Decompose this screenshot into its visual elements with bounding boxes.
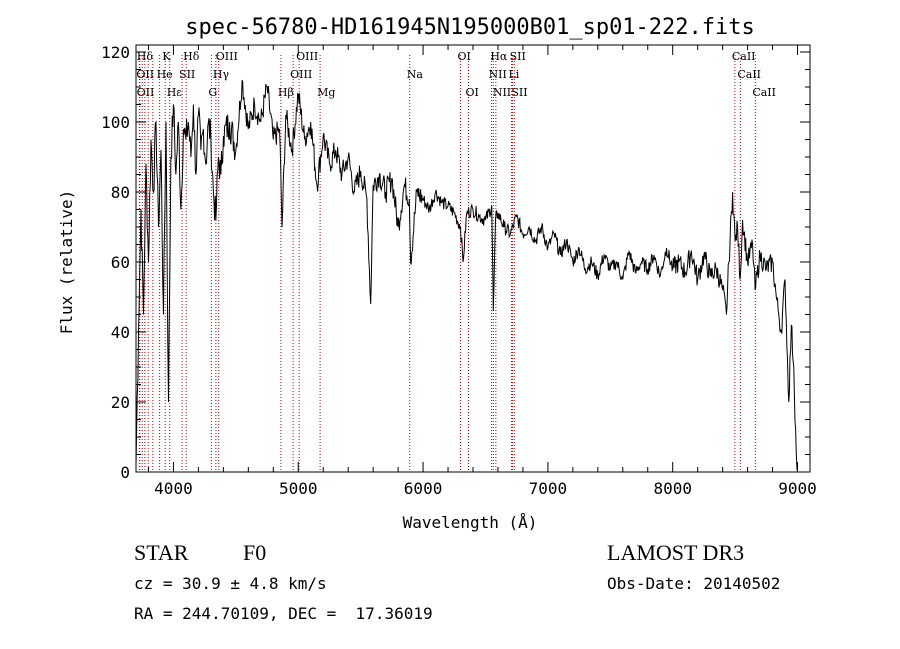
line-label: Hδ	[137, 50, 154, 63]
line-label: G	[208, 86, 217, 99]
y-tick-label: 80	[111, 183, 130, 202]
line-label: OIII	[290, 68, 312, 81]
line-label: He	[157, 68, 173, 81]
y-tick-label: 20	[111, 393, 130, 412]
line-label: Hε	[167, 86, 183, 99]
y-tick-label: 40	[111, 323, 130, 342]
x-axis-ticks: 4000 5000 6000 7000 8000 9000	[147, 45, 817, 498]
line-label: OII	[136, 68, 154, 81]
line-label: Hα	[490, 50, 508, 63]
line-label: SII	[179, 68, 195, 81]
line-label: CaII	[737, 68, 761, 81]
object-subclass: F0	[243, 540, 267, 565]
line-label: Mg	[317, 86, 335, 99]
line-label: CaII	[732, 50, 756, 63]
y-axis-ticks: 0 20 40 60 80 100 120	[101, 43, 810, 482]
y-tick-label: 120	[101, 43, 130, 62]
y-tick-label: 100	[101, 113, 130, 132]
y-tick-label: 0	[120, 463, 130, 482]
observation-date: Obs-Date: 20140502	[607, 574, 781, 593]
x-tick-label: 7000	[529, 479, 568, 498]
line-label: OI	[458, 50, 471, 63]
y-tick-label: 60	[111, 253, 130, 272]
survey-name: LAMOST DR3	[607, 540, 745, 565]
x-tick-label: 5000	[279, 479, 318, 498]
line-label: Li	[508, 68, 519, 81]
line-label: Na	[407, 68, 424, 81]
line-label: Hβ	[278, 86, 294, 99]
flux-series-line	[135, 79, 798, 473]
line-label: Hδ	[183, 50, 200, 63]
line-label: SII	[511, 86, 527, 99]
line-label: OII	[137, 86, 155, 99]
x-tick-label: 6000	[404, 479, 443, 498]
line-label: NII	[493, 86, 511, 99]
emission-line-markers	[138, 55, 756, 472]
x-tick-label: 4000	[154, 479, 193, 498]
plot-frame	[135, 44, 811, 473]
line-label: K	[162, 50, 171, 63]
line-label: OI	[466, 86, 479, 99]
line-label: OIII	[296, 50, 318, 63]
line-label: SII	[510, 50, 526, 63]
line-label: NII	[488, 68, 506, 81]
x-tick-label: 8000	[653, 479, 692, 498]
line-label: OIII	[216, 50, 238, 63]
object-class: STAR	[134, 540, 189, 565]
y-axis-label: Flux (relative)	[57, 190, 76, 335]
x-axis-label: Wavelength (Å)	[403, 513, 538, 532]
velocity-readout: cz = 30.9 ± 4.8 km/s	[134, 574, 327, 593]
line-label: CaII	[752, 86, 776, 99]
chart-title: spec-56780-HD161945N195000B01_sp01-222.f…	[185, 15, 755, 40]
line-label: Hγ	[213, 68, 230, 81]
coordinates-readout: RA = 244.70109, DEC = 17.36019	[134, 604, 433, 623]
x-tick-label: 9000	[778, 479, 817, 498]
